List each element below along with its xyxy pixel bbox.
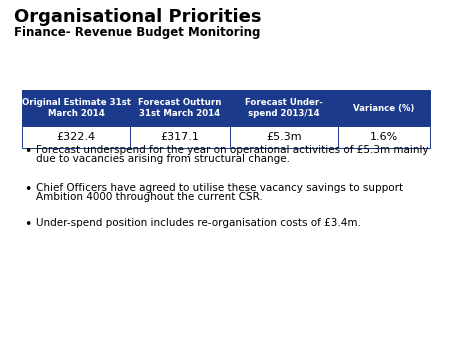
Text: Chief Officers have agreed to utilise these vacancy savings to support: Chief Officers have agreed to utilise th… bbox=[36, 183, 403, 193]
Bar bbox=[338, 126, 430, 148]
Text: •: • bbox=[24, 218, 32, 231]
Text: Organisational Priorities: Organisational Priorities bbox=[14, 8, 261, 26]
Text: Original Estimate 31st
March 2014: Original Estimate 31st March 2014 bbox=[22, 98, 130, 118]
Bar bbox=[230, 126, 338, 148]
Bar bbox=[338, 90, 430, 126]
Text: due to vacancies arising from structural change.: due to vacancies arising from structural… bbox=[36, 154, 290, 165]
Text: Variance (%): Variance (%) bbox=[353, 103, 415, 113]
Text: 1.6%: 1.6% bbox=[370, 132, 398, 142]
Text: •: • bbox=[24, 183, 32, 196]
Text: Forecast Outturn
31st March 2014: Forecast Outturn 31st March 2014 bbox=[139, 98, 222, 118]
Bar bbox=[130, 126, 230, 148]
Bar bbox=[22, 90, 130, 126]
Bar bbox=[22, 126, 130, 148]
Text: £317.1: £317.1 bbox=[161, 132, 199, 142]
Text: Ambition 4000 throughout the current CSR.: Ambition 4000 throughout the current CSR… bbox=[36, 193, 263, 202]
Text: Finance- Revenue Budget Monitoring: Finance- Revenue Budget Monitoring bbox=[14, 26, 261, 39]
Text: •: • bbox=[24, 145, 32, 158]
Text: Forecast Under-
spend 2013/14: Forecast Under- spend 2013/14 bbox=[245, 98, 323, 118]
Text: Forecast underspend for the year on operational activities of £5.3m mainly: Forecast underspend for the year on oper… bbox=[36, 145, 428, 155]
Text: Under-spend position includes re-organisation costs of £3.4m.: Under-spend position includes re-organis… bbox=[36, 218, 361, 228]
Bar bbox=[230, 90, 338, 126]
Bar bbox=[130, 90, 230, 126]
Text: £5.3m: £5.3m bbox=[266, 132, 302, 142]
Text: £322.4: £322.4 bbox=[57, 132, 95, 142]
